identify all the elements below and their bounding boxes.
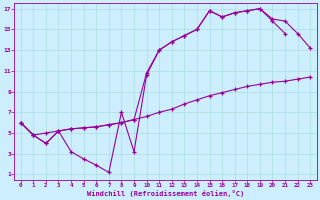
X-axis label: Windchill (Refroidissement éolien,°C): Windchill (Refroidissement éolien,°C) [87, 190, 244, 197]
